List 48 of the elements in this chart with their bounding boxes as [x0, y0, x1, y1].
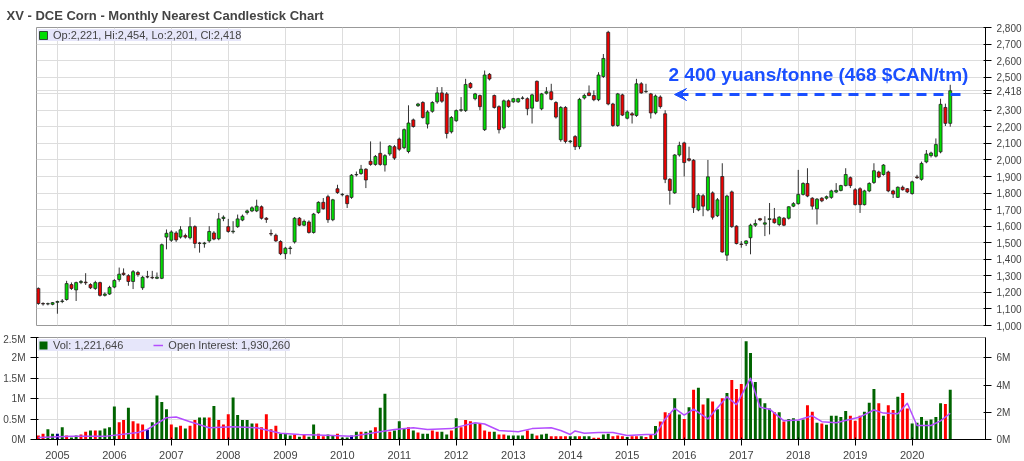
y-tick-label: 2,600	[996, 55, 1022, 67]
x-tick-label: 2019	[842, 448, 868, 461]
legend-label: Open Interest: 1,930,260	[168, 339, 291, 351]
y-tick-label: 2,300	[996, 105, 1022, 117]
y-tick-label: 1,500	[996, 237, 1022, 249]
x-tick-label: 2009	[273, 448, 298, 461]
x-tick-label: 2007	[159, 448, 184, 461]
x-tick-label: 2014	[558, 448, 583, 461]
x-tick-label: 2013	[501, 448, 526, 461]
y-tick-label: 1,700	[996, 204, 1022, 216]
y-tick-label: 2,500	[996, 72, 1022, 84]
x-tick-label: 2015	[615, 448, 640, 461]
legend-label: Vol: 1,221,646	[53, 339, 124, 351]
y-tick-label: 2,100	[996, 138, 1022, 150]
y2-tick-label: 6M	[996, 352, 1011, 364]
y2-tick-label: 4M	[996, 379, 1011, 391]
y-tick-label: 2,800	[996, 22, 1022, 34]
y-tick-label: 1,100	[996, 303, 1022, 315]
y-tick-label: 0M	[11, 434, 26, 445]
y-tick-label: 1M	[11, 393, 26, 405]
y-tick-label: 2,000	[996, 154, 1022, 166]
x-tick-label: 2017	[729, 448, 754, 461]
y-tick-label: 2,418	[996, 85, 1022, 97]
legend-label: Op:2,221, Hi:2,454, Lo:2,201, Cl:2,418	[53, 29, 242, 41]
y-tick-label: 1,300	[996, 270, 1022, 282]
y-tick-label: 0.5M	[3, 413, 26, 425]
y-tick-label: 1,400	[996, 254, 1022, 266]
x-tick-label: 2020	[899, 448, 925, 461]
x-tick-label: 2018	[786, 448, 811, 461]
y-tick-label: 1,800	[996, 188, 1022, 200]
x-tick-label: 2012	[444, 448, 469, 461]
y-tick-label: 1,900	[996, 171, 1022, 183]
chart-title: XV - DCE Corn - Monthly Nearest Candlestick Chart	[6, 7, 325, 23]
y-tick-label: 1,600	[996, 221, 1022, 233]
y-tick-label: 2,700	[996, 39, 1022, 51]
y-tick-label: 2.5M	[3, 333, 26, 345]
y-tick-label: 1.5M	[3, 372, 26, 384]
annotation: 2 400 yuans/tonne (468 $CAN/tm)	[668, 63, 969, 85]
x-tick-label: 2005	[45, 448, 70, 461]
x-tick-label: 2006	[102, 448, 127, 461]
y-tick-label: 2,200	[996, 121, 1022, 133]
x-tick-label: 2010	[330, 448, 355, 461]
y-tick-label: 1,000	[996, 320, 1022, 332]
x-tick-label: 2008	[216, 448, 241, 461]
y-tick-label: 2M	[11, 352, 26, 364]
x-tick-label: 2016	[671, 448, 697, 461]
x-tick-label: 2011	[387, 448, 412, 461]
y-tick-label: 1,200	[996, 287, 1022, 299]
